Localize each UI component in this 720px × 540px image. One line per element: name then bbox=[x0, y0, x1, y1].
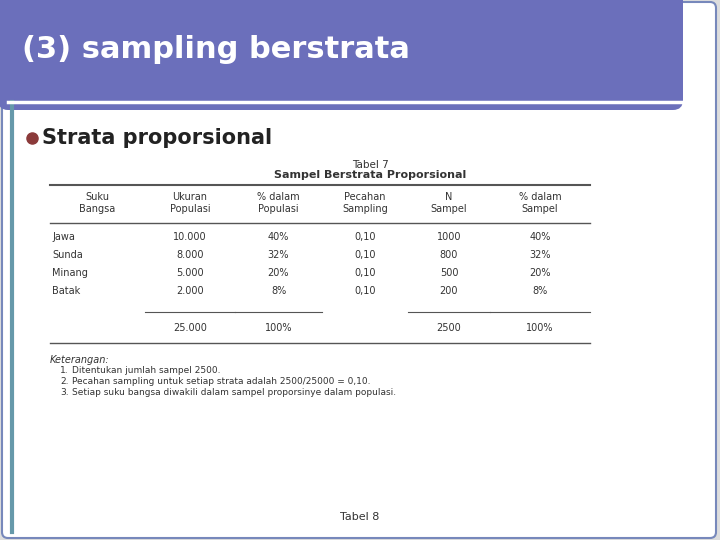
Text: 200: 200 bbox=[440, 286, 458, 296]
Text: 8%: 8% bbox=[532, 286, 548, 296]
Text: 1.: 1. bbox=[60, 366, 68, 375]
Text: Ukuran
Populasi: Ukuran Populasi bbox=[170, 192, 210, 214]
Text: 20%: 20% bbox=[268, 268, 289, 278]
Text: Jawa: Jawa bbox=[52, 232, 75, 242]
Text: 100%: 100% bbox=[526, 323, 554, 333]
Text: N
Sampel: N Sampel bbox=[431, 192, 467, 214]
Text: Suku
Bangsa: Suku Bangsa bbox=[79, 192, 116, 214]
Text: Tabel 8: Tabel 8 bbox=[341, 512, 379, 522]
Text: Strata proporsional: Strata proporsional bbox=[42, 128, 272, 148]
Text: 0,10: 0,10 bbox=[354, 268, 376, 278]
Text: 8.000: 8.000 bbox=[176, 250, 204, 260]
Text: 40%: 40% bbox=[268, 232, 289, 242]
Text: 0,10: 0,10 bbox=[354, 232, 376, 242]
Text: 500: 500 bbox=[440, 268, 458, 278]
Text: Batak: Batak bbox=[52, 286, 80, 296]
Text: 0,10: 0,10 bbox=[354, 250, 376, 260]
Text: 25.000: 25.000 bbox=[173, 323, 207, 333]
Text: Keterangan:: Keterangan: bbox=[50, 355, 109, 365]
Text: Minang: Minang bbox=[52, 268, 88, 278]
Text: Tabel 7: Tabel 7 bbox=[351, 160, 388, 170]
Text: 2500: 2500 bbox=[436, 323, 462, 333]
Text: 20%: 20% bbox=[529, 268, 551, 278]
Text: 0,10: 0,10 bbox=[354, 286, 376, 296]
FancyBboxPatch shape bbox=[0, 0, 683, 110]
Text: 10.000: 10.000 bbox=[174, 232, 207, 242]
Text: 100%: 100% bbox=[265, 323, 292, 333]
Text: 800: 800 bbox=[440, 250, 458, 260]
Text: 32%: 32% bbox=[268, 250, 289, 260]
Text: % dalam
Populasi: % dalam Populasi bbox=[257, 192, 300, 214]
Text: Pecahan sampling untuk setiap strata adalah 2500/25000 = 0,10.: Pecahan sampling untuk setiap strata ada… bbox=[72, 377, 371, 386]
Text: 2.: 2. bbox=[60, 377, 68, 386]
Text: (3) sampling berstrata: (3) sampling berstrata bbox=[22, 36, 410, 64]
Text: 3.: 3. bbox=[60, 388, 68, 397]
Text: % dalam
Sampel: % dalam Sampel bbox=[518, 192, 562, 214]
Text: 8%: 8% bbox=[271, 286, 286, 296]
Text: 5.000: 5.000 bbox=[176, 268, 204, 278]
Text: 2.000: 2.000 bbox=[176, 286, 204, 296]
Bar bbox=[8, 50, 673, 100]
Text: 40%: 40% bbox=[529, 232, 551, 242]
Text: Setiap suku bangsa diwakili dalam sampel proporsinye dalam populasi.: Setiap suku bangsa diwakili dalam sampel… bbox=[72, 388, 396, 397]
Bar bbox=[8, 0, 28, 90]
Text: Pecahan
Sampling: Pecahan Sampling bbox=[342, 192, 388, 214]
Text: Ditentukan jumlah sampel 2500.: Ditentukan jumlah sampel 2500. bbox=[72, 366, 220, 375]
Text: 1000: 1000 bbox=[437, 232, 462, 242]
Text: Sampel Berstrata Proporsional: Sampel Berstrata Proporsional bbox=[274, 170, 466, 180]
Text: Sunda: Sunda bbox=[52, 250, 83, 260]
Text: 32%: 32% bbox=[529, 250, 551, 260]
